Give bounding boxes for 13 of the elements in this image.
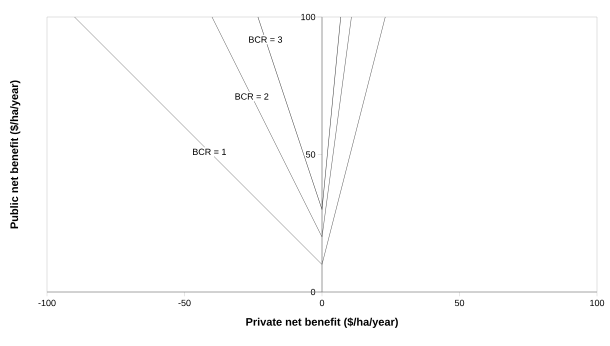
y-tick-label: 0	[310, 288, 316, 296]
x-tick-label: 50	[454, 300, 464, 306]
y-tick-label: 100	[301, 14, 316, 20]
series-label: BCR = 1	[193, 148, 226, 156]
series-label: BCR = 2	[235, 93, 268, 100]
x-tick-label: 100	[590, 300, 604, 306]
x-tick-label: -50	[178, 300, 191, 306]
y-tick-label: 50	[306, 151, 316, 158]
x-tick-label: -100	[38, 300, 56, 306]
x-tick-label: 0	[320, 300, 324, 306]
x-axis-title: Private net benefit ($/ha/year)	[246, 318, 398, 328]
series-label: BCR = 3	[249, 36, 282, 43]
y-axis-title: Public net benefit ($/ha/year)	[10, 80, 20, 228]
